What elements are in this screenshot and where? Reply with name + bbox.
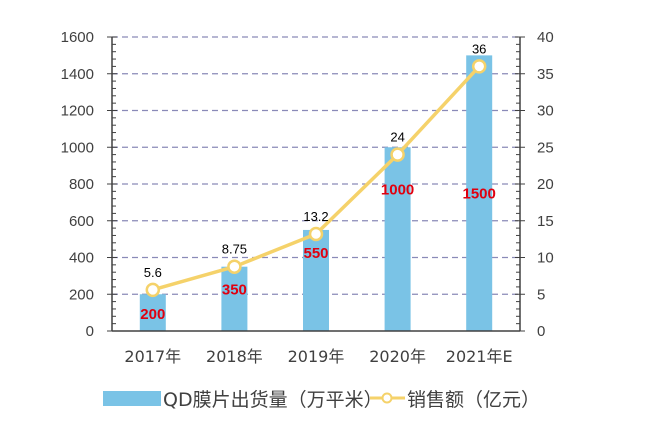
sales-marker bbox=[390, 147, 405, 162]
category-label: 2021年E bbox=[446, 347, 513, 366]
bar-value-label: 1500 bbox=[463, 185, 496, 202]
left-tick-label: 1600 bbox=[61, 29, 94, 46]
category-label: 2018年 bbox=[206, 347, 263, 366]
bar-value-label: 1000 bbox=[381, 181, 414, 198]
category-label: 2020年 bbox=[369, 347, 426, 366]
sales-value-label: 13.2 bbox=[303, 209, 328, 224]
sales-value-label: 8.75 bbox=[222, 242, 247, 257]
left-tick-label: 200 bbox=[69, 286, 94, 303]
bar-value-label: 200 bbox=[140, 306, 165, 323]
sales-value-label: 5.6 bbox=[144, 265, 162, 280]
left-tick-label: 400 bbox=[69, 250, 94, 267]
bar-2021年E bbox=[466, 55, 493, 331]
left-tick-label: 0 bbox=[86, 323, 94, 340]
left-tick-label: 600 bbox=[69, 213, 94, 230]
right-tick-label: 10 bbox=[537, 250, 554, 267]
bar-2019年 bbox=[303, 229, 329, 331]
legend-line-marker bbox=[381, 392, 393, 404]
legend-bar-label: QD膜片出货量（万平米） bbox=[163, 389, 383, 411]
category-label: 2019年 bbox=[288, 347, 345, 366]
sales-marker bbox=[227, 259, 242, 274]
bar-2020年 bbox=[384, 147, 411, 331]
right-tick-label: 0 bbox=[537, 323, 545, 340]
sales-marker bbox=[471, 59, 487, 74]
left-tick-label: 1000 bbox=[61, 139, 94, 156]
sales-marker bbox=[145, 282, 161, 298]
left-tick-label: 1400 bbox=[61, 66, 94, 83]
right-tick-label: 15 bbox=[537, 213, 554, 230]
right-tick-label: 20 bbox=[537, 176, 554, 193]
bar-2018年 bbox=[221, 266, 248, 331]
right-tick-label: 35 bbox=[537, 66, 554, 83]
left-tick-label: 800 bbox=[69, 176, 94, 193]
category-label: 2017年 bbox=[124, 347, 181, 366]
sales-value-label: 36 bbox=[472, 41, 486, 56]
right-tick-label: 40 bbox=[537, 29, 554, 46]
sales-value-label: 24 bbox=[390, 130, 404, 145]
bar-value-label: 350 bbox=[222, 282, 247, 299]
sales-marker bbox=[308, 226, 324, 242]
right-tick-label: 5 bbox=[537, 286, 545, 303]
right-tick-label: 25 bbox=[537, 139, 554, 156]
legend-line-label: 销售额（亿元） bbox=[407, 389, 540, 411]
bar-2017年 bbox=[139, 294, 166, 331]
left-tick-label: 1200 bbox=[61, 103, 94, 120]
bar-value-label: 550 bbox=[303, 245, 328, 262]
right-tick-label: 30 bbox=[537, 103, 554, 120]
legend-bar-swatch bbox=[103, 391, 161, 406]
